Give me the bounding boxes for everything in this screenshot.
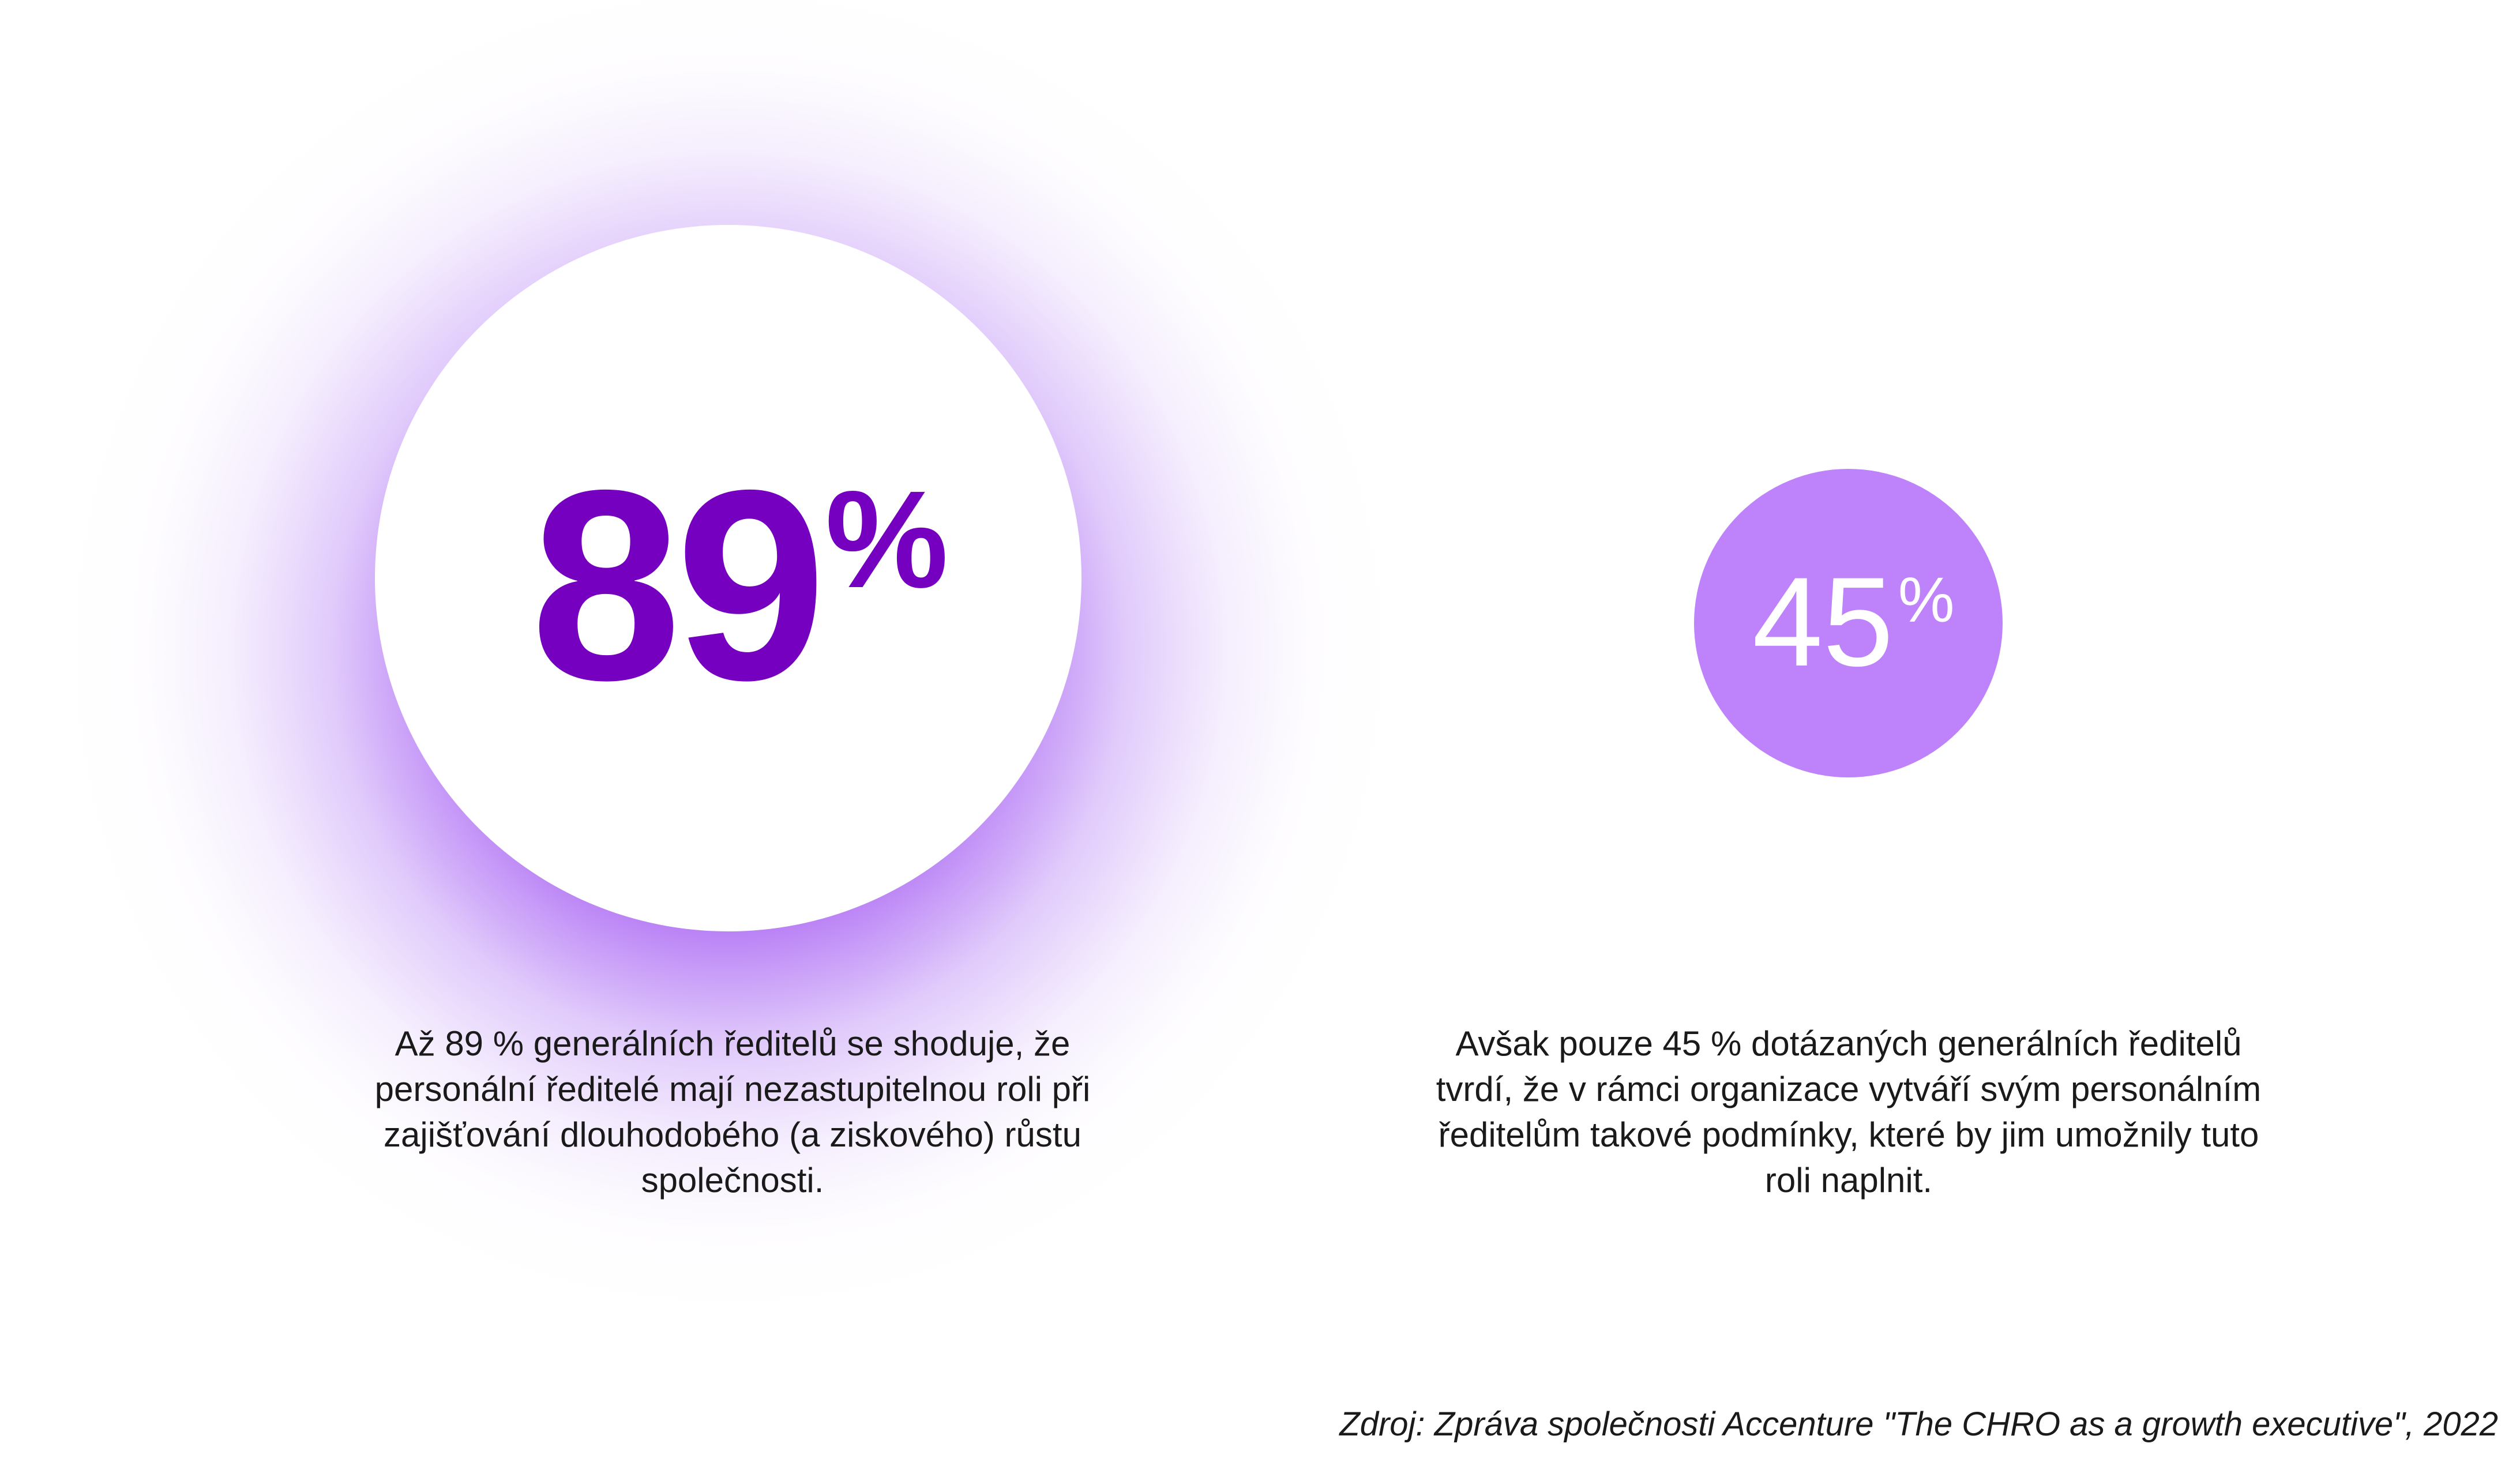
source-note: Zdroj: Zpráva společnosti Accenture "The… [1339, 1405, 2498, 1443]
stat-right-value: 45 [1752, 551, 1894, 693]
stat-right-circle [1694, 469, 2003, 777]
stat-right-description: Avšak pouze 45 % dotázaných generálních … [1436, 1024, 2262, 1200]
stat-left-figure: 89 % [531, 450, 948, 721]
stat-left-description: Až 89 % generálních ředitelů se shoduje,… [374, 1024, 1091, 1200]
stat-left-value: 89 [531, 434, 827, 736]
stat-right-figure: 45 % [1752, 558, 1955, 685]
stat-left-circle [375, 225, 1081, 931]
stat-right-unit: % [1898, 565, 1955, 636]
stat-left-unit: % [825, 462, 949, 617]
